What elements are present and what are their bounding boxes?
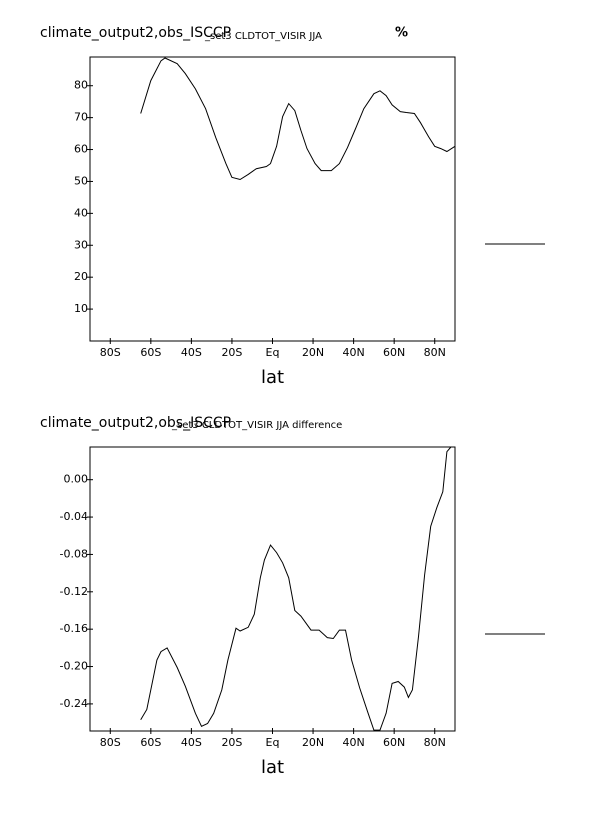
x-axis-label: lat	[261, 757, 284, 778]
y-tick-label: -0.04	[60, 510, 88, 523]
y-tick-label: 30	[74, 238, 88, 251]
x-tick-label: 40S	[181, 346, 202, 359]
y-tick-label: 80	[74, 79, 88, 92]
x-tick-label: Eq	[266, 736, 280, 749]
x-tick-label: 80S	[100, 346, 121, 359]
data-line	[140, 446, 452, 731]
y-tick-label: 0.00	[64, 473, 89, 486]
x-tick-label: 40N	[342, 736, 364, 749]
chart-title: climate_output2,obs_ISCCP	[40, 25, 231, 41]
x-tick-label: 80N	[424, 736, 446, 749]
chart-subtitle: _set3 CLDTOT_VISIR JJA difference	[171, 420, 342, 431]
x-tick-label: 60N	[383, 736, 405, 749]
x-tick-label: 80S	[100, 736, 121, 749]
x-tick-label: 20N	[302, 346, 324, 359]
plot-frame	[89, 446, 456, 732]
units-label: %	[395, 26, 408, 41]
chart-subtitle: _set3 CLDTOT_VISIR JJA	[204, 31, 322, 42]
x-tick-label: 60N	[383, 346, 405, 359]
y-tick-label: -0.12	[60, 585, 88, 598]
y-tick-label: 60	[74, 143, 88, 156]
x-tick-label: Eq	[266, 346, 280, 359]
y-tick-label: -0.24	[60, 697, 88, 710]
data-line	[140, 57, 456, 181]
x-axis-label: lat	[261, 367, 284, 388]
x-tick-label: 40N	[342, 346, 364, 359]
x-tick-label: 40S	[181, 736, 202, 749]
x-tick-label: 20S	[221, 346, 242, 359]
y-tick-label: 10	[74, 302, 88, 315]
y-tick-label: 50	[74, 174, 88, 187]
y-tick-label: 40	[74, 206, 88, 219]
x-tick-label: 60S	[140, 736, 161, 749]
y-tick-label: 20	[74, 270, 88, 283]
x-tick-label: 20S	[221, 736, 242, 749]
y-tick-label: -0.08	[60, 547, 88, 560]
x-tick-label: 20N	[302, 736, 324, 749]
y-tick-label: 70	[74, 111, 88, 124]
y-tick-label: -0.20	[60, 660, 88, 673]
x-tick-label: 60S	[140, 346, 161, 359]
y-tick-label: -0.16	[60, 622, 88, 635]
chart-title: climate_output2,obs_ISCCP	[40, 415, 231, 431]
x-tick-label: 80N	[424, 346, 446, 359]
